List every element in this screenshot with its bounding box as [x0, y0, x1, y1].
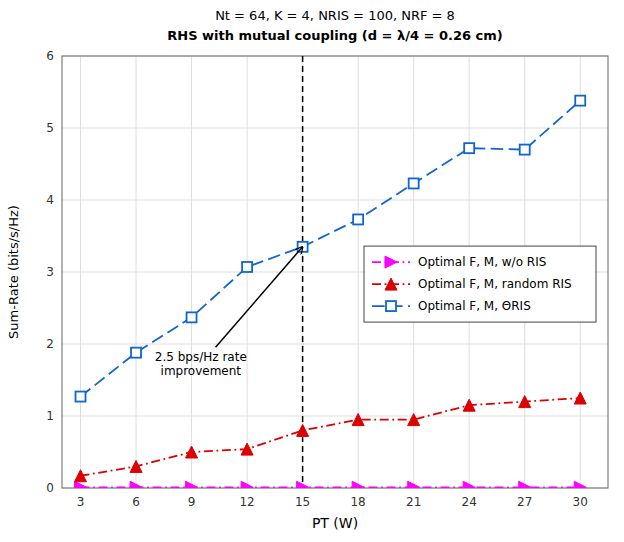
point: [409, 178, 419, 188]
legend-marker: [385, 278, 397, 290]
title: Nt = 64, K = 4, NRIS = 100, NRF = 8: [215, 8, 455, 23]
point: [520, 145, 530, 155]
x-tick-label: 24: [462, 495, 477, 509]
point: [463, 399, 475, 411]
x-tick-label: 6: [132, 495, 140, 509]
point: [130, 460, 142, 472]
grid-line-y: [62, 416, 608, 417]
grid-line-x: [302, 56, 303, 488]
grid-line-x: [136, 56, 137, 488]
series-line: [81, 398, 581, 476]
y-axis-label: Sum-Rate (bits/s/Hz): [6, 205, 21, 339]
point: [408, 414, 420, 426]
x-axis-label: PT (W): [312, 515, 358, 531]
legend-marker: [385, 256, 397, 268]
legend-label: Optimal F, M, random RIS: [418, 277, 572, 291]
point: [352, 481, 364, 488]
x-tick-label: 12: [239, 495, 254, 509]
plot-background: [62, 56, 608, 488]
grid-line-x: [80, 56, 81, 488]
series: [75, 392, 587, 482]
y-tick-label: 2: [46, 337, 54, 351]
legend-marker: [386, 301, 396, 311]
legend-label: Optimal F, M, ΘRIS: [418, 299, 531, 313]
y-tick-label: 1: [46, 409, 54, 423]
point: [353, 214, 363, 224]
x-tick-label: 18: [350, 495, 365, 509]
x-tick-label: 30: [573, 495, 588, 509]
annotation-line: 2.5 bps/Hz rate: [155, 350, 247, 364]
point: [186, 481, 198, 488]
point: [75, 470, 87, 482]
point: [574, 392, 586, 404]
x-tick-label: 27: [517, 495, 532, 509]
point: [519, 481, 531, 488]
point: [297, 424, 309, 436]
grid-line-y: [62, 344, 608, 345]
annotation: 2.5 bps/Hz rateimprovement: [155, 350, 247, 378]
y-tick-label: 5: [46, 121, 54, 135]
legend-label: Optimal F, M, w/o RIS: [418, 255, 546, 269]
point: [297, 481, 309, 488]
x-tick-label: 15: [295, 495, 310, 509]
subtitle: RHS with mutual coupling (d = λ/4 = 0.26…: [167, 28, 502, 43]
x-tick-label: 3: [77, 495, 85, 509]
legend: Optimal F, M, w/o RIS Optimal F, M, rando…: [364, 246, 596, 322]
point: [75, 481, 87, 488]
point: [352, 414, 364, 426]
point: [131, 348, 141, 358]
annotation-arrow: [216, 247, 303, 347]
plot-frame: [62, 56, 608, 488]
grid-line-y: [62, 128, 608, 129]
point: [241, 443, 253, 455]
point: [463, 481, 475, 488]
point: [464, 143, 474, 153]
point: [242, 262, 252, 272]
point: [187, 312, 197, 322]
grid-line-y: [62, 200, 608, 201]
x-tick-label: 21: [406, 495, 421, 509]
annotation-line: improvement: [161, 364, 242, 378]
y-tick-label: 3: [46, 265, 54, 279]
y-tick-label: 4: [46, 193, 54, 207]
series-line: [81, 486, 581, 488]
point: [130, 481, 142, 488]
y-tick-label: 6: [46, 49, 54, 63]
point: [186, 446, 198, 458]
point: [574, 481, 586, 488]
grid: [62, 56, 608, 488]
vertical-line: [302, 56, 304, 488]
point: [241, 481, 253, 488]
point: [408, 481, 420, 488]
legend-box: [364, 246, 596, 322]
series: [75, 481, 587, 488]
point: [76, 392, 86, 402]
point: [519, 396, 531, 408]
point: [575, 96, 585, 106]
chart: 0123456369121518212427302.5 bps/Hz ratei…: [0, 0, 624, 542]
grid-line-x: [191, 56, 192, 488]
x-tick-label: 9: [188, 495, 196, 509]
y-tick-label: 0: [46, 481, 54, 495]
